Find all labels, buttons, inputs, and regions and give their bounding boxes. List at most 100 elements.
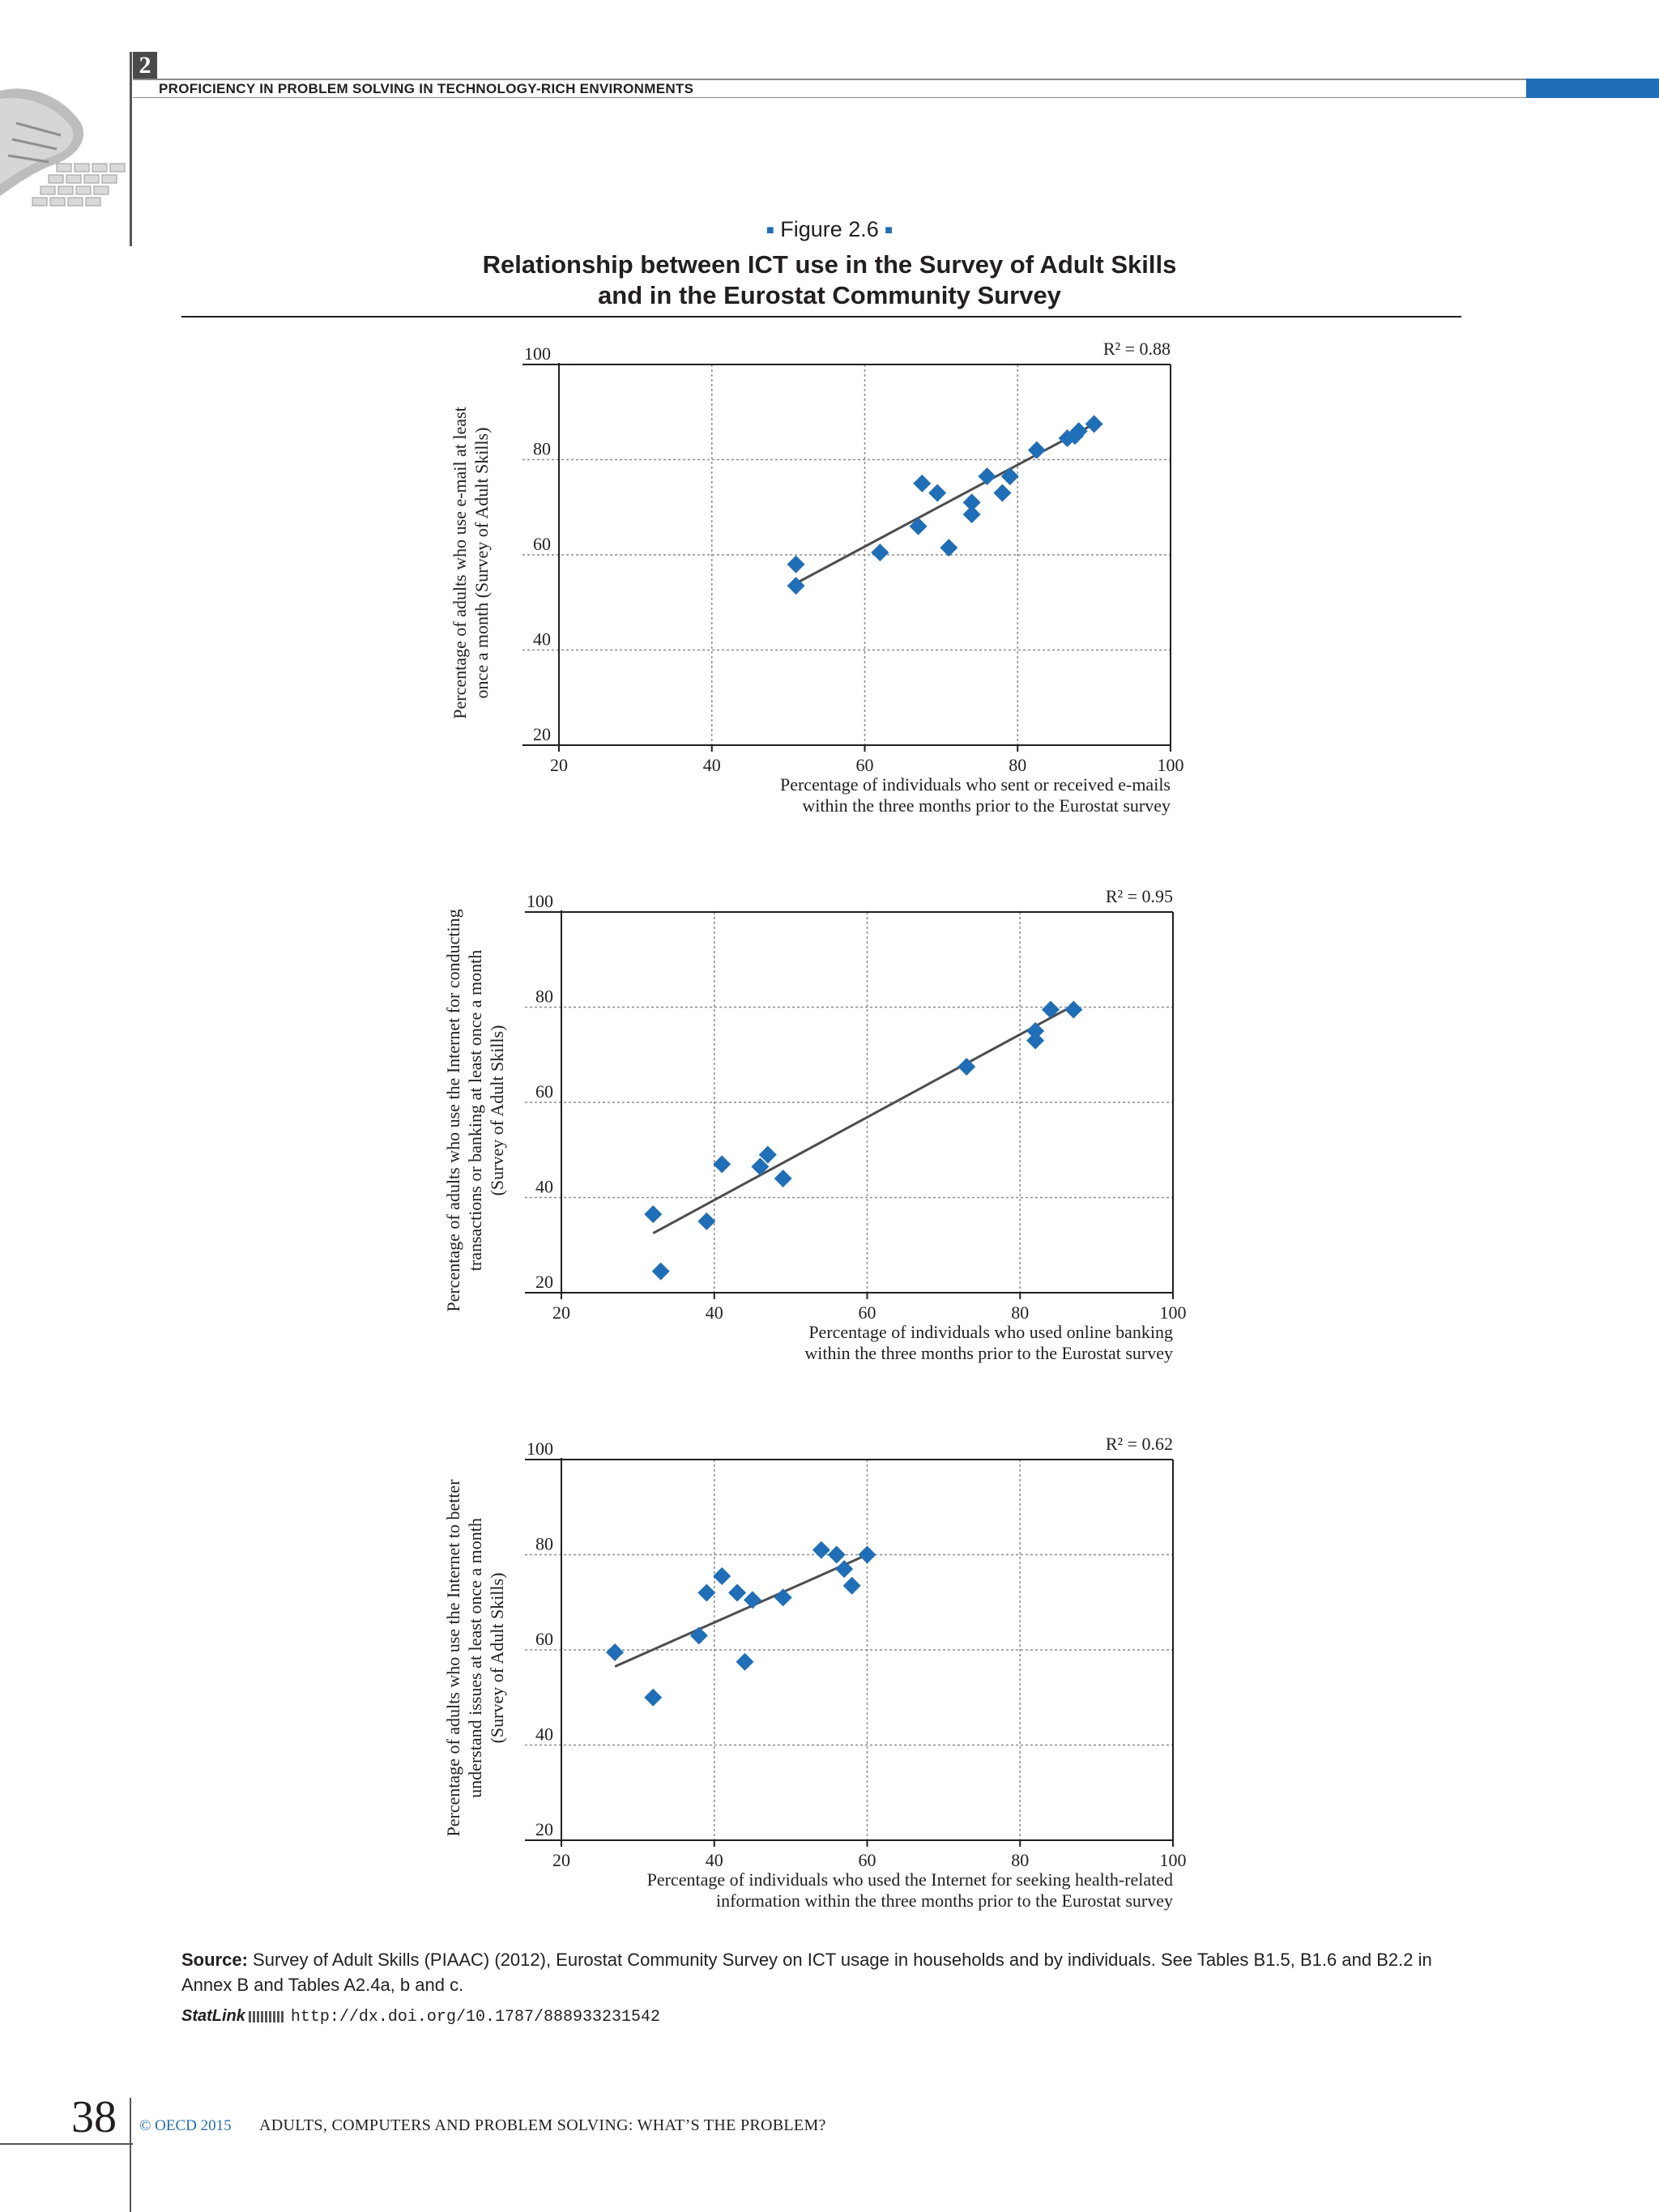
source-note: Source: Survey of Adult Skills (PIAAC) (…	[181, 1947, 1478, 1997]
statlink-url[interactable]: http://dx.doi.org/10.1787/888933231542	[290, 2008, 660, 2027]
x-tick-label: 100	[1160, 1302, 1187, 1323]
figure-title-rule	[181, 316, 1461, 318]
footer-book-title: ADULTS, COMPUTERS AND PROBLEM SOLVING: W…	[259, 2116, 826, 2134]
y-axis-label: once a month (Survey of Adult Skills)	[471, 428, 492, 699]
y-axis-label: transactions or banking at least once a …	[465, 950, 485, 1272]
y-tick-label: 100	[527, 891, 553, 911]
y-tick-label: 60	[535, 1081, 553, 1102]
figure-title-line-2: and in the Eurostat Community Survey	[598, 281, 1061, 309]
statlink[interactable]: StatLink http://dx.doi.org/10.1787/888933…	[181, 2007, 660, 2027]
y-tick-label: 60	[533, 534, 551, 554]
footer-horizontal-rule	[0, 2143, 133, 2145]
data-point	[728, 1583, 747, 1602]
data-point	[871, 543, 889, 562]
y-tick-label: 40	[535, 1724, 553, 1745]
data-point	[940, 539, 958, 557]
data-point	[736, 1652, 754, 1671]
data-point	[606, 1643, 625, 1661]
data-point	[913, 474, 932, 492]
data-point	[1027, 441, 1046, 459]
data-point	[644, 1205, 663, 1224]
chapter-number: 2	[133, 52, 157, 79]
data-point	[713, 1566, 731, 1585]
y-tick-label: 20	[535, 1819, 553, 1839]
header-rule-bottom	[133, 97, 1526, 98]
data-point	[774, 1588, 792, 1607]
data-point	[909, 517, 928, 535]
y-axis-label: Percentage of adults who use the Interne…	[443, 909, 463, 1311]
data-point	[993, 484, 1012, 502]
data-point	[1026, 1021, 1045, 1040]
data-point	[697, 1583, 716, 1602]
y-tick-label: 80	[535, 1534, 553, 1554]
y-tick-label: 40	[535, 1177, 553, 1197]
data-point	[743, 1591, 761, 1609]
r-squared-label: R² = 0.88	[1103, 339, 1171, 359]
data-point	[957, 1057, 976, 1076]
x-tick-label: 60	[859, 1850, 876, 1870]
y-axis-label: (Survey of Adult Skills)	[487, 1573, 507, 1744]
scatter-chart-health-information: 20 40 60 80 100 20 40 60 80 100 R² = 0.62 Percentag…	[443, 1434, 1187, 1911]
data-point	[827, 1545, 846, 1564]
data-point	[713, 1155, 731, 1174]
data-point	[1069, 422, 1088, 441]
x-tick-label: 20	[552, 1850, 570, 1870]
x-tick-label: 80	[1011, 1850, 1029, 1870]
x-tick-label: 100	[1158, 755, 1184, 775]
x-tick-label: 100	[1160, 1850, 1187, 1870]
y-tick-label: 40	[533, 629, 551, 650]
data-point	[787, 555, 805, 573]
x-tick-label: 80	[1009, 755, 1026, 775]
data-point	[962, 493, 981, 512]
data-point	[751, 1157, 770, 1176]
x-axis-label: within the three months prior to the Eur…	[804, 1343, 1173, 1363]
data-point	[644, 1688, 663, 1707]
data-point	[1000, 467, 1019, 486]
x-tick-label: 60	[859, 1302, 876, 1323]
scatter-chart-email: 20 40 60 80 100 20 40 60 80 100 R² = 0.88 Percentag…	[450, 339, 1184, 816]
source-text: Survey of Adult Skills (PIAAC) (2012), E…	[181, 1950, 1432, 1995]
r-squared-label: R² = 0.62	[1106, 1434, 1173, 1454]
y-tick-label: 20	[533, 724, 551, 744]
source-label: Source:	[181, 1950, 248, 1970]
data-point	[928, 484, 947, 502]
y-axis-label: Percentage of adults who use the Interne…	[443, 1479, 463, 1837]
trendline	[614, 1554, 868, 1668]
data-point	[758, 1145, 777, 1164]
data-point	[835, 1560, 854, 1579]
figure-title-line-1: Relationship between ICT use in the Surv…	[482, 250, 1177, 279]
chapter-title: PROFICIENCY IN PROBLEM SOLVING IN TECHNO…	[159, 81, 694, 96]
figure-label-text: Figure 2.6	[780, 217, 879, 241]
data-point	[1026, 1031, 1045, 1050]
data-point	[842, 1576, 861, 1595]
footer-copyright: © OECD 2015	[139, 2117, 232, 2134]
data-point	[697, 1212, 716, 1230]
x-tick-label: 80	[1011, 1302, 1029, 1323]
data-point	[978, 467, 996, 486]
y-tick-label: 60	[535, 1629, 553, 1649]
trendline	[652, 1008, 1067, 1234]
x-axis-label: Percentage of individuals who sent or re…	[780, 774, 1171, 795]
footer-vertical-rule	[130, 2098, 131, 2212]
x-tick-label: 40	[703, 755, 721, 775]
data-point	[1085, 415, 1103, 433]
page-number: 38	[71, 2092, 117, 2142]
data-point	[1064, 1000, 1083, 1019]
data-point	[689, 1626, 708, 1645]
y-tick-label: 20	[535, 1272, 553, 1292]
data-point	[812, 1541, 830, 1559]
y-axis-label: understand issues at least once a month	[465, 1518, 485, 1798]
data-point	[1042, 1000, 1060, 1019]
r-squared-label: R² = 0.95	[1106, 886, 1173, 906]
x-axis-label: information within the three months prio…	[716, 1890, 1173, 1911]
y-tick-label: 100	[527, 1438, 553, 1459]
keyboard-hand-image	[0, 75, 130, 228]
statlink-label: StatLink	[181, 2007, 245, 2025]
x-tick-label: 20	[552, 1302, 570, 1323]
x-axis-label: within the three months prior to the Eur…	[802, 795, 1171, 816]
header-vertical-rule	[130, 52, 132, 246]
data-point	[787, 577, 805, 595]
x-axis-label: Percentage of individuals who used the I…	[647, 1869, 1173, 1890]
x-axis-label: Percentage of individuals who used onlin…	[808, 1322, 1173, 1342]
scatter-chart-online-banking: 20 40 60 80 100 20 40 60 80 100 R² = 0.95 Percentag…	[443, 886, 1187, 1363]
